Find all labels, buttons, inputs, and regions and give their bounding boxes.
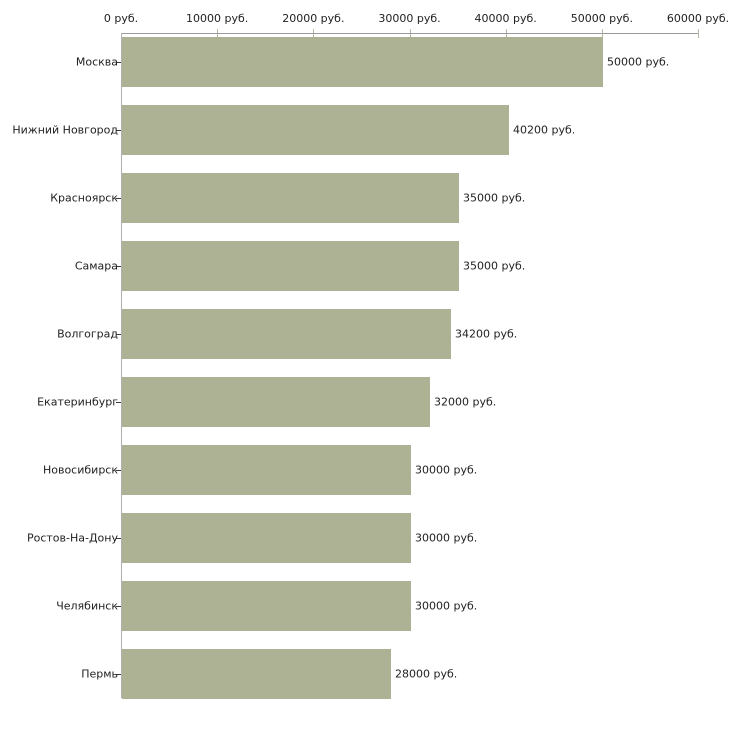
category-label: Самара (74, 259, 118, 273)
bar[interactable] (122, 649, 391, 699)
y-axis-tick-mark (116, 606, 121, 607)
y-axis-tick-mark (116, 538, 121, 539)
x-axis-tick-label: 50000 руб. (570, 12, 633, 25)
category-label: Челябинск (56, 599, 118, 613)
x-axis-line (121, 33, 698, 34)
x-axis-tick-label: 0 руб. (103, 12, 139, 25)
x-axis-tick-label: 60000 руб. (666, 12, 730, 25)
bar-value-label: 35000 руб. (463, 191, 526, 205)
y-axis-tick-mark (116, 266, 121, 267)
x-axis-tick-label: 40000 руб. (474, 12, 537, 25)
y-axis-tick-mark (116, 130, 121, 131)
y-axis-tick-mark (116, 62, 121, 63)
category-label: Волгоград (57, 327, 118, 341)
bar[interactable] (122, 37, 603, 87)
bar-value-label: 35000 руб. (463, 259, 526, 273)
bar[interactable] (122, 173, 459, 223)
bar[interactable] (122, 105, 509, 155)
x-axis-tick-label: 30000 руб. (378, 12, 441, 25)
bar[interactable] (122, 445, 411, 495)
bar-value-label: 32000 руб. (434, 395, 497, 409)
category-label: Москва (75, 55, 118, 69)
bar-value-label: 50000 руб. (607, 55, 670, 69)
y-axis-tick-mark (116, 334, 121, 335)
category-label: Ростов-На-Дону (26, 531, 118, 545)
bar-value-label: 40200 руб. (513, 123, 576, 137)
bar-value-label: 34200 руб. (455, 327, 518, 341)
bar[interactable] (122, 241, 459, 291)
y-axis-tick-mark (116, 402, 121, 403)
bar-value-label: 30000 руб. (415, 531, 478, 545)
y-axis-tick-mark (116, 674, 121, 675)
bar-value-label: 28000 руб. (395, 667, 458, 681)
bar-value-label: 30000 руб. (415, 599, 478, 613)
x-axis-tick-label: 10000 руб. (186, 12, 249, 25)
bar[interactable] (122, 377, 430, 427)
category-label: Екатеринбург (37, 395, 118, 409)
y-axis-tick-mark (116, 198, 121, 199)
category-label: Пермь (81, 667, 118, 681)
category-label: Новосибирск (42, 463, 118, 477)
bar[interactable] (122, 581, 411, 631)
bar[interactable] (122, 513, 411, 563)
x-axis-tick-label: 20000 руб. (282, 12, 345, 25)
x-axis-tick-mark (698, 29, 699, 38)
category-label: Нижний Новгород (12, 123, 118, 137)
y-axis-tick-mark (116, 470, 121, 471)
y-axis-line (121, 33, 122, 698)
bar[interactable] (122, 309, 451, 359)
category-label: Красноярск (50, 191, 118, 205)
bar-value-label: 30000 руб. (415, 463, 478, 477)
